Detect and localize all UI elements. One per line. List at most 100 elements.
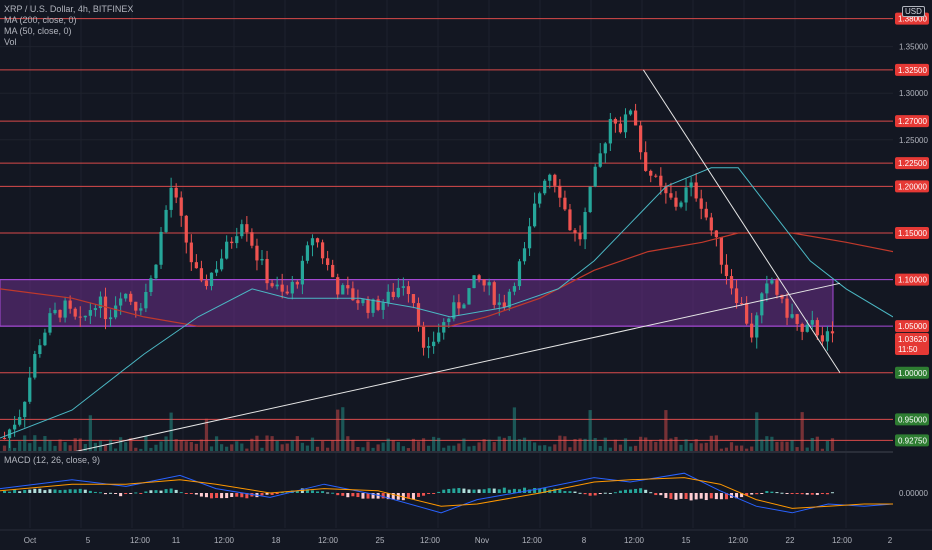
candle-body <box>755 315 759 338</box>
price-tick-label: 1.30000 <box>899 89 928 98</box>
macd-hist-bar <box>275 493 279 495</box>
volume-bar <box>694 439 698 452</box>
volume-bar <box>381 442 385 452</box>
macd-hist-bar <box>310 490 314 493</box>
macd-hist-bar <box>209 493 214 499</box>
candle-body <box>93 308 98 311</box>
macd-legend[interactable]: MACD (12, 26, close, 9) <box>4 455 101 465</box>
candle-body <box>830 331 835 334</box>
volume-bar <box>43 436 47 452</box>
level-price-tag <box>895 226 929 239</box>
currency-badge[interactable]: USD <box>902 6 925 17</box>
macd-hist-bar <box>770 491 774 493</box>
volume-bar <box>88 415 92 452</box>
volume-bar <box>230 444 234 452</box>
macd-hist-bar <box>159 490 163 493</box>
symbol-title[interactable]: XRP / U.S. Dollar, 4h, BITFINEX <box>4 4 134 14</box>
volume-bar <box>406 448 411 452</box>
candle-body <box>815 320 819 336</box>
macd-hist-bar <box>805 493 809 495</box>
macd-hist-bar <box>452 488 456 493</box>
volume-bar <box>149 447 153 452</box>
candle-body <box>447 318 451 323</box>
macd-hist-bar <box>371 493 375 499</box>
macd-hist-bar <box>305 489 309 493</box>
candle-body <box>48 313 52 333</box>
candle-body <box>381 302 385 310</box>
volume-bar <box>563 436 567 452</box>
candle-body <box>179 197 183 216</box>
ma50-legend[interactable]: MA (50, close, 0) <box>4 26 72 36</box>
ascending-trendline[interactable] <box>73 282 841 453</box>
candle-body <box>623 114 628 133</box>
volume-bar <box>119 437 123 452</box>
time-tick-label: 18 <box>272 536 281 545</box>
candle-body <box>119 298 123 306</box>
horizontal-levels[interactable] <box>0 18 893 441</box>
candle-body <box>341 285 345 295</box>
candle-body <box>290 281 294 294</box>
candle-body <box>250 232 254 246</box>
price-axis[interactable]: 1.35000 1.30000 1.25000 1.20000 1.15000 1.100… <box>893 0 932 550</box>
volume-bar <box>603 437 607 452</box>
macd-hist-bar <box>260 493 264 496</box>
candle-body <box>644 152 648 171</box>
macd-hist-bar <box>669 493 673 499</box>
candle-body <box>331 264 335 278</box>
macd-hist-bar <box>649 492 653 494</box>
vol-legend[interactable]: Vol <box>4 37 17 47</box>
candle-body <box>790 314 794 318</box>
ma200-legend[interactable]: MA (200, close, 0) <box>4 15 77 25</box>
volume-bar <box>729 442 734 452</box>
candle-body <box>285 291 289 294</box>
volume-bar <box>739 445 744 452</box>
candle-body <box>189 242 193 263</box>
volume-bar <box>815 436 819 452</box>
macd-hist-bar <box>134 492 138 494</box>
candle-body <box>300 260 305 285</box>
macd-hist-bar <box>750 493 754 495</box>
level-price-label: 1.10000 <box>898 276 927 285</box>
macd-hist-bar <box>659 493 663 496</box>
indicator-legend: XRP / U.S. Dollar, 4h, BITFINEX MA (200,… <box>4 4 133 48</box>
time-axis[interactable]: Oct 5 12:00 11 12:00 18 12:00 25 12:00 Nov 12:00 8 1… <box>0 529 932 545</box>
candle-body <box>108 317 113 320</box>
macd-hist-bar <box>240 493 244 498</box>
candle-body <box>68 300 72 309</box>
volume-bar <box>795 447 799 452</box>
volume-bar <box>548 446 552 452</box>
macd-hist-bar <box>139 493 143 494</box>
macd-hist-bar <box>512 488 516 493</box>
volume-bar <box>800 412 804 452</box>
descending-trendline[interactable] <box>642 69 841 374</box>
volume-bar <box>326 447 330 452</box>
volume-bar <box>790 440 794 452</box>
macd-hist-bar <box>3 490 7 493</box>
candle-body <box>73 308 77 317</box>
candle-body <box>654 175 658 177</box>
macd-hist-bar <box>593 493 597 496</box>
candle-body <box>214 269 219 273</box>
candle-body <box>2 438 7 440</box>
macd-hist-bar <box>356 493 360 498</box>
candle-body <box>144 291 148 309</box>
macd-hist-bar <box>280 492 284 494</box>
candle-body <box>169 187 173 210</box>
volume-bar <box>628 446 633 452</box>
candle-body <box>679 202 683 207</box>
volume-bar <box>618 444 623 452</box>
candle-body <box>396 287 400 298</box>
volume-bar <box>310 437 315 452</box>
volume-bar <box>28 443 32 452</box>
macd-hist-bar <box>775 492 779 494</box>
candle-body <box>588 186 592 213</box>
candle-body <box>421 326 426 348</box>
level-price-label: 1.15000 <box>898 229 927 238</box>
volume-bar <box>492 441 496 452</box>
candle-body <box>58 309 62 318</box>
candle-body <box>482 279 486 286</box>
candle-body <box>775 280 779 295</box>
candle-body <box>184 215 188 243</box>
volume-bar <box>810 437 814 452</box>
